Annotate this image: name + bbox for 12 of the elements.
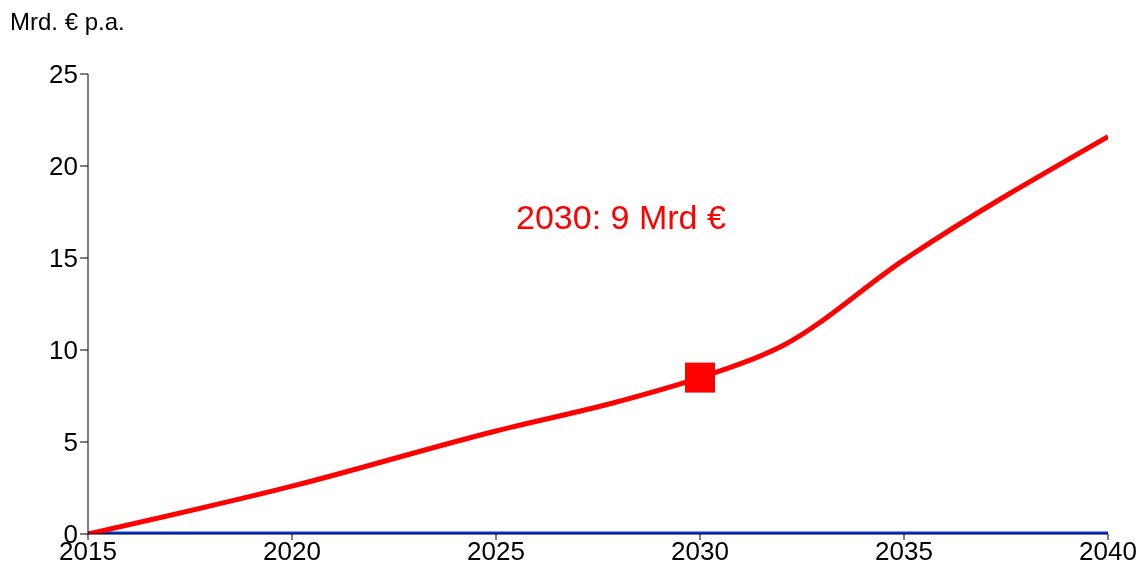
x-tick-label: 2025: [467, 536, 525, 567]
x-tick-label: 2035: [875, 536, 933, 567]
y-tick-label: 20: [49, 151, 78, 182]
y-tick-label: 25: [49, 59, 78, 90]
y-tick-label: 5: [63, 427, 78, 458]
x-tick-label: 2030: [671, 536, 729, 567]
y-tick-label: 10: [49, 335, 78, 366]
y-axis-title: Mrd. € p.a.: [10, 8, 126, 37]
x-tick-label: 2040: [1079, 536, 1137, 567]
y-tick-label: 15: [49, 243, 78, 274]
x-tick-label: 2020: [263, 536, 321, 567]
annotation: 2030: 9 Mrd €: [516, 198, 726, 237]
